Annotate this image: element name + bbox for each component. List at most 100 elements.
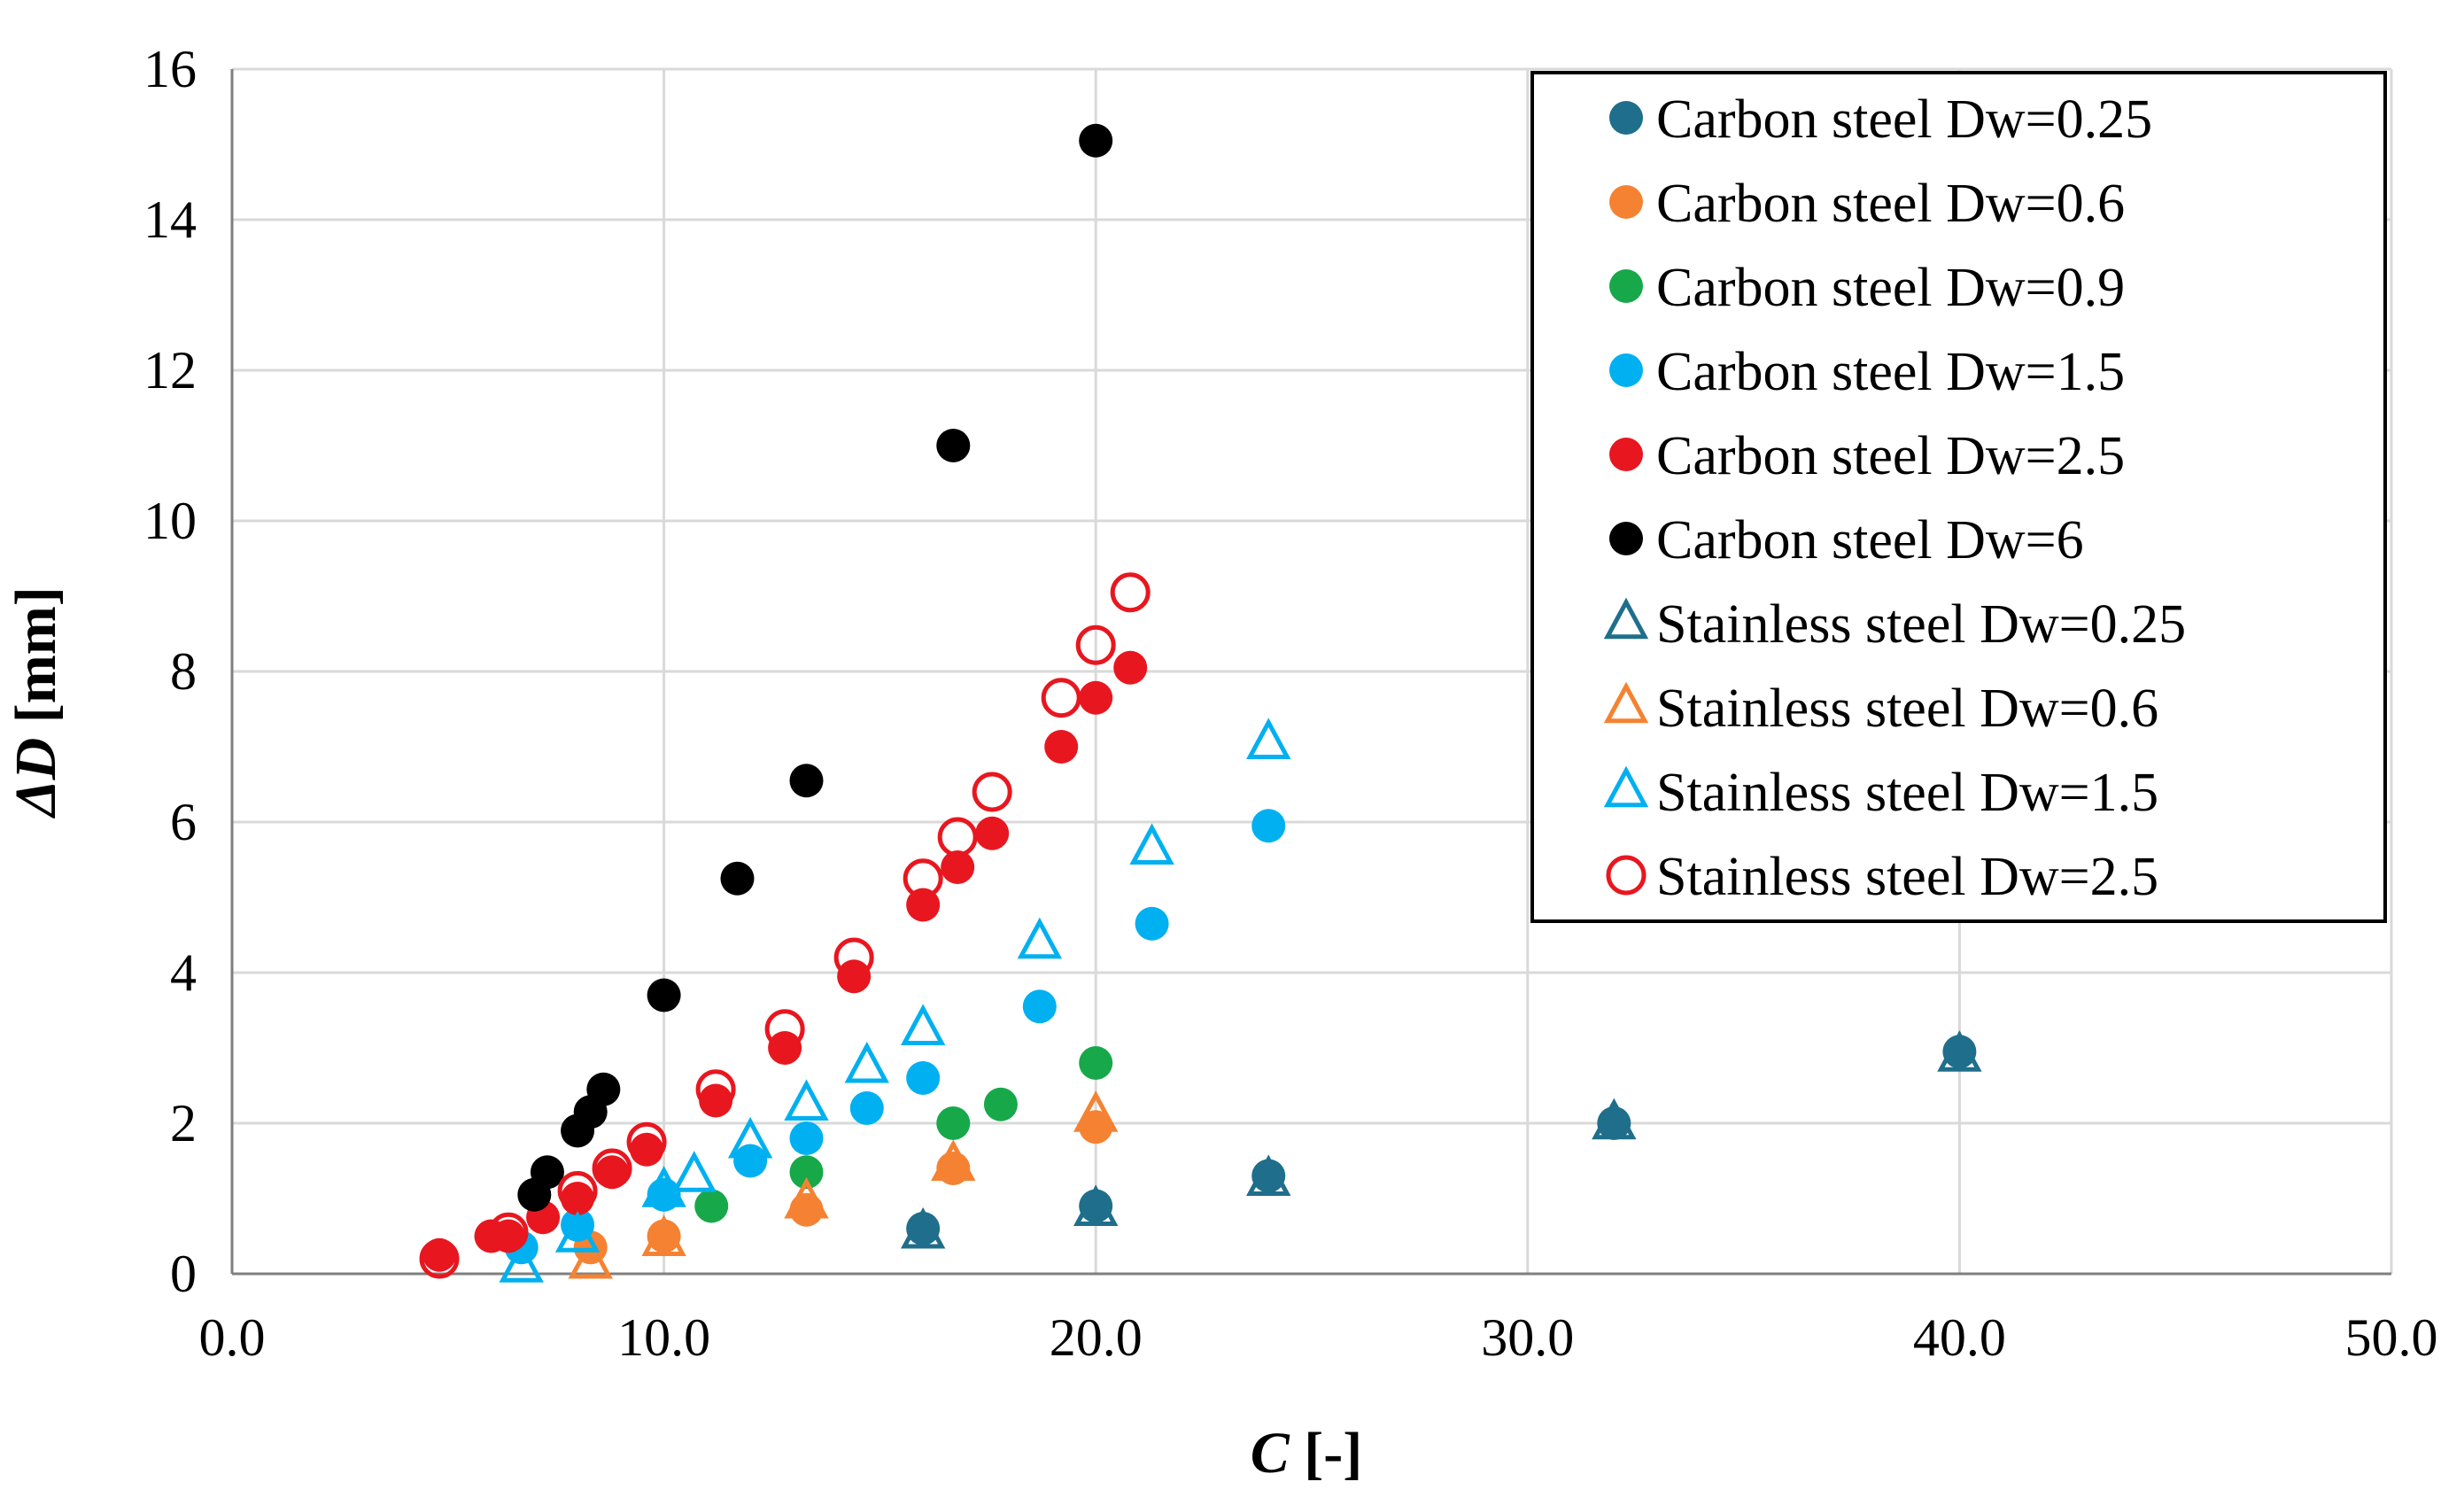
data-point <box>1079 680 1113 715</box>
data-point <box>641 1214 686 1256</box>
x-axis-title: C [-] <box>1251 1421 1362 1486</box>
data-point <box>1017 917 1063 959</box>
axes <box>230 69 2391 1276</box>
data-point <box>1135 906 1169 941</box>
legend-label: Carbon steel Dw=0.6 <box>1656 174 2125 234</box>
data-point <box>488 1212 529 1253</box>
data-point <box>983 1087 1018 1121</box>
legend-marker <box>1609 269 1643 303</box>
data-point <box>647 1219 681 1253</box>
x-tick-labels: 0.0 10.0 20.0 30.0 40.0 50.0 <box>199 1308 2438 1367</box>
legend-label: Stainless steel Dw=1.5 <box>1656 763 2158 823</box>
series-0 <box>906 1035 1977 1245</box>
x-axis-title-unit: [-] <box>1290 1421 1362 1486</box>
x-tick-label: 20.0 <box>1050 1308 1143 1367</box>
data-point <box>1079 1189 1113 1223</box>
x-tick-label: 40.0 <box>1913 1308 2006 1367</box>
y-tick-label: 12 <box>143 341 197 400</box>
data-point <box>1251 809 1286 843</box>
y-tick-label: 8 <box>170 642 197 701</box>
data-point <box>595 1155 630 1190</box>
data-point <box>1251 1159 1286 1193</box>
legend-marker <box>1609 101 1643 135</box>
legend-marker <box>1609 185 1643 219</box>
y-tick-label: 16 <box>143 40 197 98</box>
y-tick-label: 0 <box>170 1245 197 1303</box>
x-tick-label: 50.0 <box>2345 1308 2438 1367</box>
series-2 <box>694 1046 1113 1223</box>
y-tick-label: 2 <box>170 1094 197 1152</box>
legend-item: Carbon steel Dw=0.9 <box>1609 258 2125 318</box>
legend-marker <box>1603 597 1649 640</box>
data-point <box>1937 1030 1982 1072</box>
data-point <box>1592 1098 1637 1140</box>
data-point <box>784 1079 829 1121</box>
data-point <box>592 1148 632 1189</box>
legend-item: Stainless steel Dw=0.6 <box>1603 679 2158 739</box>
data-point <box>557 1171 598 1211</box>
legend-box <box>1530 71 2387 923</box>
data-point <box>906 1061 941 1095</box>
legend-item: Carbon steel Dw=1.5 <box>1609 342 2125 402</box>
data-point <box>720 861 755 896</box>
data-point <box>784 1176 829 1219</box>
y-axis-title-main: ΔD <box>4 738 68 819</box>
data-point <box>1246 718 1291 759</box>
legend-label: Carbon steel Dw=0.9 <box>1656 258 2125 318</box>
data-point <box>936 1106 971 1140</box>
data-point <box>1044 730 1079 764</box>
series-9 <box>419 572 1151 1279</box>
series-7 <box>568 1090 1119 1279</box>
data-point <box>568 1237 613 1279</box>
data-point <box>764 1009 805 1050</box>
data-point <box>900 1206 946 1249</box>
y-tick-label: 4 <box>170 943 197 1002</box>
data-point <box>1073 1090 1119 1132</box>
data-points <box>419 123 1982 1283</box>
legend-item: Carbon steel Dw=6 <box>1609 510 2084 570</box>
legend-marker <box>1609 353 1643 387</box>
y-tick-label: 14 <box>143 190 197 249</box>
data-point <box>492 1219 526 1253</box>
data-point <box>422 1237 457 1272</box>
legend-label: Carbon steel Dw=1.5 <box>1656 342 2125 402</box>
legend-label: Stainless steel Dw=0.6 <box>1656 679 2158 739</box>
data-point <box>1110 572 1151 613</box>
data-point <box>906 1212 941 1245</box>
data-point <box>833 937 874 978</box>
data-point <box>1022 989 1057 1024</box>
legend-label: Stainless steel Dw=0.25 <box>1656 594 2186 655</box>
y-axis-title-unit: [mm] <box>4 586 68 737</box>
x-axis-title-main: C <box>1251 1421 1290 1486</box>
legend-marker <box>1603 765 1649 808</box>
data-point <box>789 1192 824 1227</box>
y-tick-label: 10 <box>143 492 197 550</box>
series-3 <box>504 809 1286 1265</box>
data-point <box>586 1072 621 1106</box>
series-6 <box>900 1030 1982 1249</box>
data-point <box>849 1091 884 1125</box>
data-point <box>931 1139 976 1181</box>
y-axis-title: ΔD [mm] <box>4 586 68 818</box>
data-point <box>844 1041 889 1083</box>
data-point <box>1246 1154 1291 1196</box>
data-point <box>1113 650 1148 685</box>
data-point <box>695 1069 736 1110</box>
data-point <box>499 1241 544 1283</box>
data-point <box>1041 678 1081 718</box>
legend-label: Carbon steel Dw=2.5 <box>1656 426 2125 486</box>
data-point <box>1079 1046 1113 1080</box>
data-point <box>641 1166 686 1207</box>
data-point <box>900 1004 946 1045</box>
legend-marker <box>1609 522 1643 555</box>
data-point <box>975 816 1010 850</box>
series-5 <box>517 123 1113 1212</box>
data-point <box>530 1155 564 1190</box>
legend-label: Stainless steel Dw=2.5 <box>1656 847 2158 907</box>
legend-item: Carbon steel Dw=0.6 <box>1609 174 2125 234</box>
legend-item: Carbon steel Dw=2.5 <box>1609 426 2125 486</box>
x-tick-label: 10.0 <box>617 1308 710 1367</box>
data-point <box>1079 123 1113 158</box>
data-point <box>789 1155 824 1190</box>
